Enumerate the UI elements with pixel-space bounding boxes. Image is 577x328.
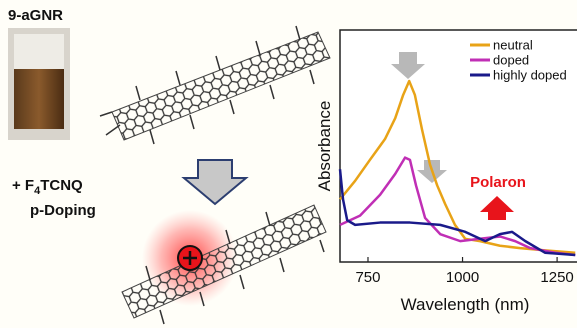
- x-tick-label: 1250: [540, 269, 573, 286]
- sample-label: 9-aGNR: [8, 7, 63, 24]
- process-arrow: [184, 160, 246, 204]
- dopant-label: + F4TCNQ: [12, 177, 83, 197]
- annotation: Polaron: [470, 174, 526, 191]
- x-tick-label: 1000: [446, 269, 479, 286]
- x-axis-label: Wavelength (nm): [401, 295, 530, 314]
- legend-label: doped: [493, 53, 529, 68]
- dopant-suffix: TCNQ: [40, 177, 83, 194]
- x-tick-label: 750: [355, 269, 380, 286]
- process-label: p-Doping: [30, 202, 96, 219]
- vial-top: [14, 34, 64, 69]
- gnr-ribbon: [112, 32, 330, 140]
- page: {"labels":{"sample":"9-aGNR","dopant_pre…: [0, 0, 577, 328]
- vial-liquid: [14, 69, 64, 129]
- legend-label: neutral: [493, 38, 533, 53]
- figure: 9-aGNR + F4TCNQ p-Doping Absorbance Wave…: [0, 0, 577, 328]
- y-axis-label: Absorbance: [315, 101, 334, 192]
- dopant-prefix: + F: [12, 177, 34, 194]
- legend-label: highly doped: [493, 68, 567, 83]
- plot-frame: [340, 30, 577, 262]
